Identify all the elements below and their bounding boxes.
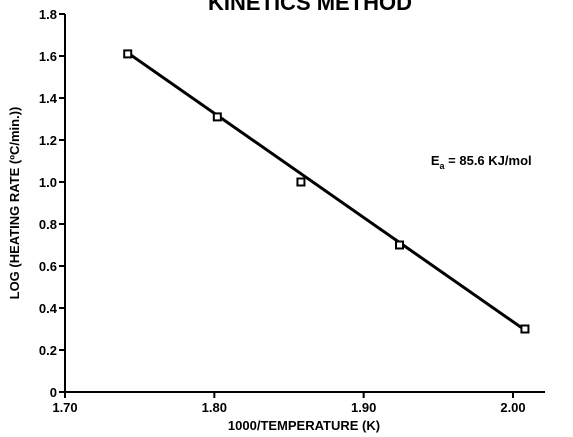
y-tick-label: 1.4 [39, 91, 58, 106]
y-tick-label: 1.2 [39, 133, 57, 148]
plot-area [64, 14, 545, 393]
y-axis-label: LOG (HEATING RATE (ºC/min.)) [7, 107, 22, 300]
y-tick-label: 0.2 [39, 343, 57, 358]
y-tick-label: 0.6 [39, 259, 57, 274]
x-axis-ticks: 1.70 1.80 1.90 2.00 [52, 392, 526, 415]
y-tick-label: 0.4 [39, 301, 58, 316]
x-axis-label: 1000/TEMPERATURE (K) [228, 418, 380, 433]
annotation-text: = 85.6 KJ/mol [445, 153, 532, 168]
data-points [123, 49, 530, 334]
fit-line [126, 51, 526, 332]
y-tick-label: 1.8 [39, 7, 57, 22]
y-tick-label: 1.0 [39, 175, 57, 190]
x-tick-label: 1.70 [52, 400, 77, 415]
x-tick-label: 2.00 [500, 400, 525, 415]
annotation-subscript: a [440, 161, 446, 171]
y-tick-label: 0 [50, 385, 57, 400]
annotation-prefix: E [431, 153, 440, 168]
data-point [212, 112, 222, 122]
data-point [395, 240, 405, 250]
x-tick-label: 1.90 [351, 400, 376, 415]
y-tick-label: 1.6 [39, 49, 57, 64]
chart-title: KINETICS METHOD [208, 0, 412, 15]
y-axis-ticks: 0 0.2 0.4 0.6 0.8 1.0 1.2 1.4 1.6 1.8 [39, 7, 65, 400]
activation-energy-annotation: Ea = 85.6 KJ/mol [431, 153, 532, 171]
y-tick-label: 0.8 [39, 217, 57, 232]
data-point [296, 177, 306, 187]
data-point [123, 49, 133, 59]
x-tick-label: 1.80 [202, 400, 227, 415]
data-point [520, 324, 530, 334]
